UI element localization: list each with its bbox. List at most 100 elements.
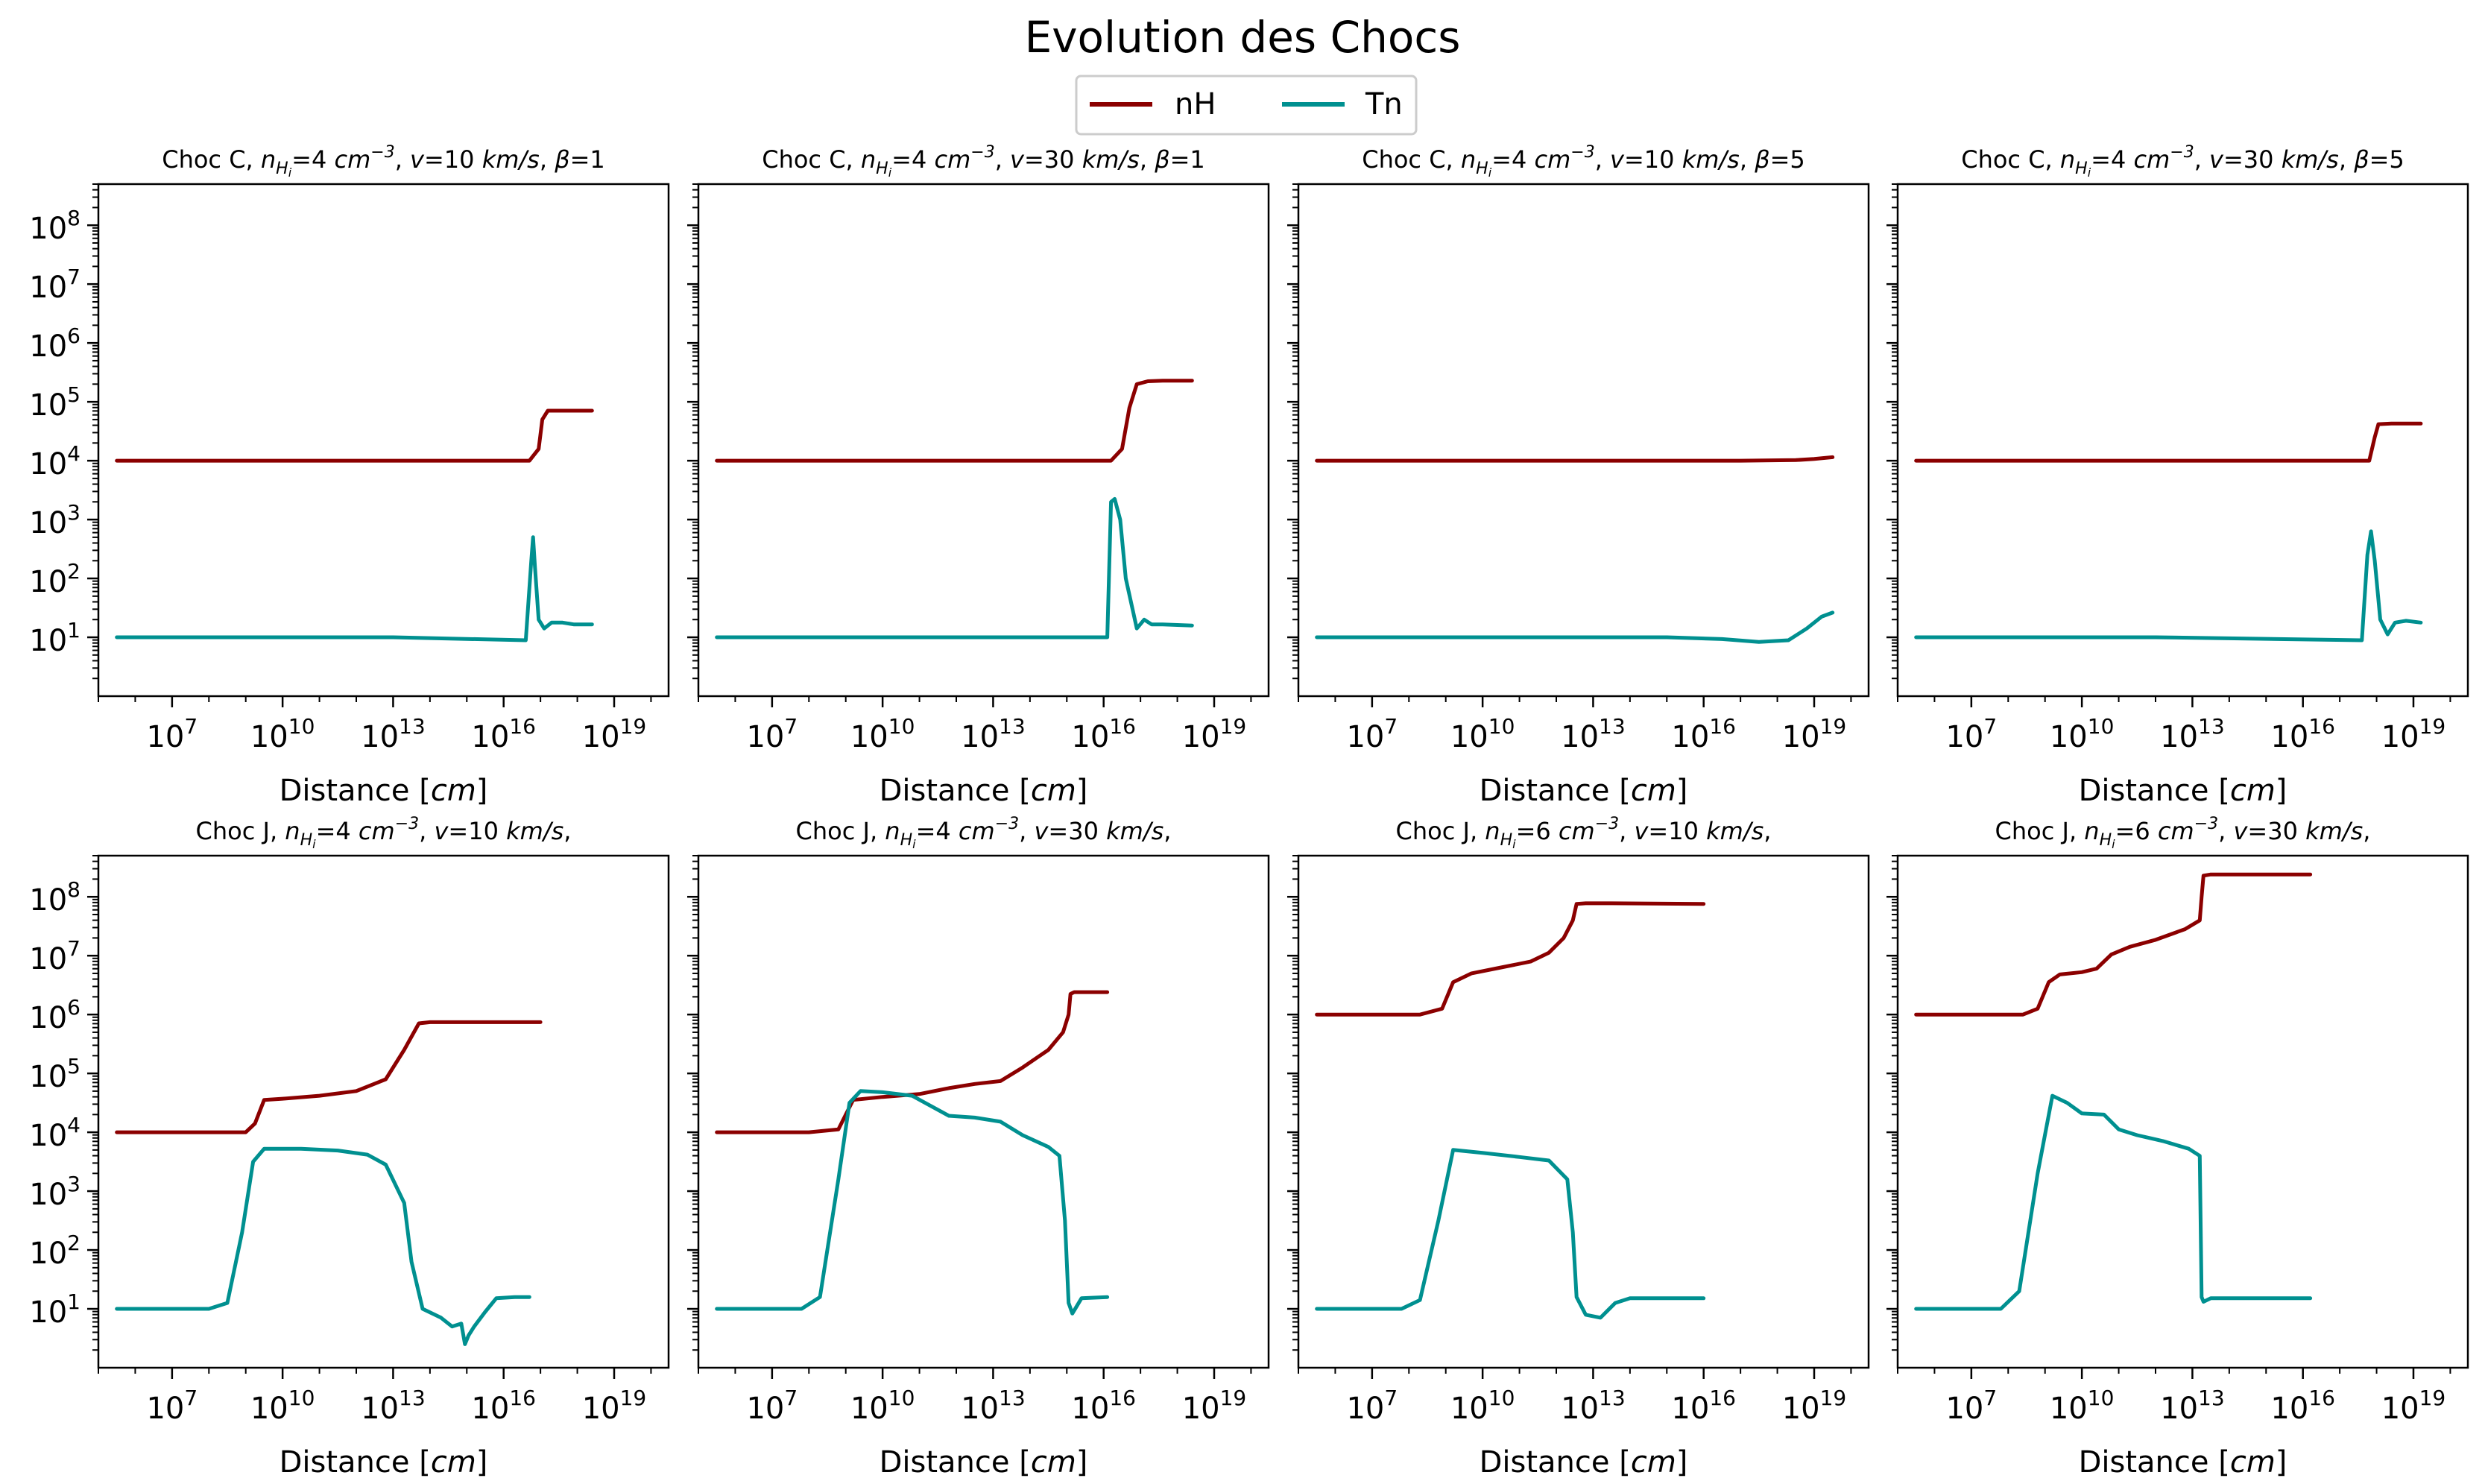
y-tick-label: 101 <box>29 618 80 658</box>
axes-frame <box>1297 854 1870 1369</box>
x-tick-label: 1013 <box>961 1386 1026 1426</box>
x-tick-label: 1019 <box>1182 714 1247 754</box>
x-tick-label: 107 <box>146 714 198 754</box>
x-tick-label: 1013 <box>2160 714 2225 754</box>
legend: nH Tn <box>1075 75 1418 136</box>
x-tick-label: 1016 <box>1071 714 1136 754</box>
x-tick-label: 1013 <box>1561 1386 1626 1426</box>
y-tick-label: 105 <box>29 1054 80 1094</box>
y-tick-label: 104 <box>29 1113 80 1153</box>
series-tn-line <box>115 535 594 642</box>
x-tick-label: 1010 <box>250 1386 315 1426</box>
series-tn-line <box>1315 1148 1706 1320</box>
legend-box <box>1075 75 1418 136</box>
x-axis-label: Distance [cm] <box>1480 774 1688 808</box>
subplot-title: Choc C, nHi=4 cm−3, v=10 km/s, β=1 <box>162 143 605 180</box>
axes-frame <box>97 854 670 1369</box>
series-tn-line <box>715 496 1194 640</box>
subplot-4: 107 1010 1013 1016 1019 Distance [cm] Choc C, … <box>1886 143 2469 808</box>
subplot-title: Choc J, nHi=4 cm−3, v=30 km/s, <box>796 815 1172 851</box>
legend-nh-label: nH <box>1175 87 1216 121</box>
y-tick-label: 108 <box>29 206 80 246</box>
x-tick-label: 107 <box>146 1386 198 1426</box>
x-tick-label: 1010 <box>250 714 315 754</box>
legend-tn-label: Tn <box>1365 87 1403 121</box>
subplot-8: 107 1010 1013 1016 1019 Distance [cm] Choc J, … <box>1886 815 2469 1480</box>
axes-frame <box>1896 183 2469 698</box>
subplot-title: Choc J, nHi=6 cm−3, v=30 km/s, <box>1995 815 2371 851</box>
x-tick-label: 1019 <box>2381 714 2446 754</box>
x-tick-label: 1016 <box>2270 1386 2335 1426</box>
subplot-5: 101 102 103 104 105 106 107 108 107 1010 1013 1016 1… <box>29 815 670 1480</box>
y-tick-label: 103 <box>29 500 80 540</box>
y-tick-label: 104 <box>29 441 80 481</box>
series-nh-line <box>1315 455 1835 463</box>
y-tick-label: 103 <box>29 1172 80 1212</box>
x-tick-label: 1013 <box>2160 1386 2225 1426</box>
subplot-title: Choc J, nHi=4 cm−3, v=10 km/s, <box>196 815 572 851</box>
subplot-title: Choc C, nHi=4 cm−3, v=30 km/s, β=1 <box>762 143 1205 180</box>
series-nh-line <box>1315 901 1706 1017</box>
x-tick-label: 1010 <box>850 1386 915 1426</box>
y-tick-label: 108 <box>29 877 80 918</box>
subplot-6: 107 1010 1013 1016 1019 Distance [cm] Choc J, … <box>687 815 1270 1480</box>
x-tick-label: 1013 <box>961 714 1026 754</box>
x-tick-label: 107 <box>746 714 798 754</box>
x-tick-label: 1016 <box>471 1386 536 1426</box>
y-tick-label: 106 <box>29 323 80 364</box>
y-tick-label: 106 <box>29 995 80 1035</box>
subplot-3: 107 1010 1013 1016 1019 Distance [cm] Choc C, … <box>1287 143 1870 808</box>
y-tick-label: 102 <box>29 559 80 599</box>
subplot-title: Choc C, nHi=4 cm−3, v=10 km/s, β=5 <box>1362 143 1805 180</box>
x-tick-label: 1016 <box>471 714 536 754</box>
x-tick-label: 1019 <box>1782 714 1847 754</box>
axes-frame <box>697 183 1270 698</box>
y-tick-label: 107 <box>29 936 80 976</box>
x-tick-label: 1016 <box>1671 1386 1736 1426</box>
x-tick-label: 1019 <box>1782 1386 1847 1426</box>
series-tn-line <box>115 1146 531 1346</box>
subplot-title: Choc J, nHi=6 cm−3, v=10 km/s, <box>1396 815 1772 851</box>
series-tn-line <box>1914 529 2423 642</box>
series-tn-line <box>1914 1093 2313 1311</box>
x-tick-label: 1013 <box>1561 714 1626 754</box>
x-tick-label: 1010 <box>2050 714 2115 754</box>
x-tick-label: 107 <box>1346 714 1398 754</box>
x-tick-label: 1019 <box>1182 1386 1247 1426</box>
x-axis-label: Distance [cm] <box>880 1445 1088 1480</box>
x-tick-label: 107 <box>1346 1386 1398 1426</box>
y-tick-label: 101 <box>29 1289 80 1330</box>
y-tick-label: 102 <box>29 1231 80 1271</box>
x-axis-label: Distance [cm] <box>1480 1445 1688 1480</box>
x-tick-label: 1019 <box>582 714 647 754</box>
x-tick-label: 107 <box>1945 1386 1997 1426</box>
x-tick-label: 1010 <box>2050 1386 2115 1426</box>
series-nh-line <box>115 408 594 463</box>
axes-frame <box>697 854 1270 1369</box>
x-tick-label: 1019 <box>582 1386 647 1426</box>
x-tick-label: 1010 <box>850 714 915 754</box>
series-nh-line <box>1914 872 2313 1017</box>
x-axis-label: Distance [cm] <box>2079 774 2287 808</box>
subplot-1: 101 102 103 104 105 106 107 108 107 1010 1013 1016 1… <box>29 143 670 808</box>
x-tick-label: 107 <box>1945 714 1997 754</box>
y-tick-label: 105 <box>29 382 80 423</box>
x-tick-label: 1010 <box>1450 714 1515 754</box>
axes-frame <box>1297 183 1870 698</box>
series-nh-line <box>715 990 1110 1134</box>
x-tick-label: 1010 <box>1450 1386 1515 1426</box>
x-axis-label: Distance [cm] <box>280 1445 488 1480</box>
series-nh-line <box>115 1020 543 1134</box>
figure-title: Evolution des Chocs <box>1025 12 1461 63</box>
axes-frame <box>1896 854 2469 1369</box>
x-axis-label: Distance [cm] <box>280 774 488 808</box>
y-tick-label: 107 <box>29 265 80 305</box>
x-tick-label: 1019 <box>2381 1386 2446 1426</box>
series-nh-line <box>715 379 1194 463</box>
subplot-7: 107 1010 1013 1016 1019 Distance [cm] Choc J, … <box>1287 815 1870 1480</box>
x-axis-label: Distance [cm] <box>880 774 1088 808</box>
x-tick-label: 1016 <box>1671 714 1736 754</box>
series-tn-line <box>1315 610 1835 644</box>
x-tick-label: 1013 <box>361 714 426 754</box>
